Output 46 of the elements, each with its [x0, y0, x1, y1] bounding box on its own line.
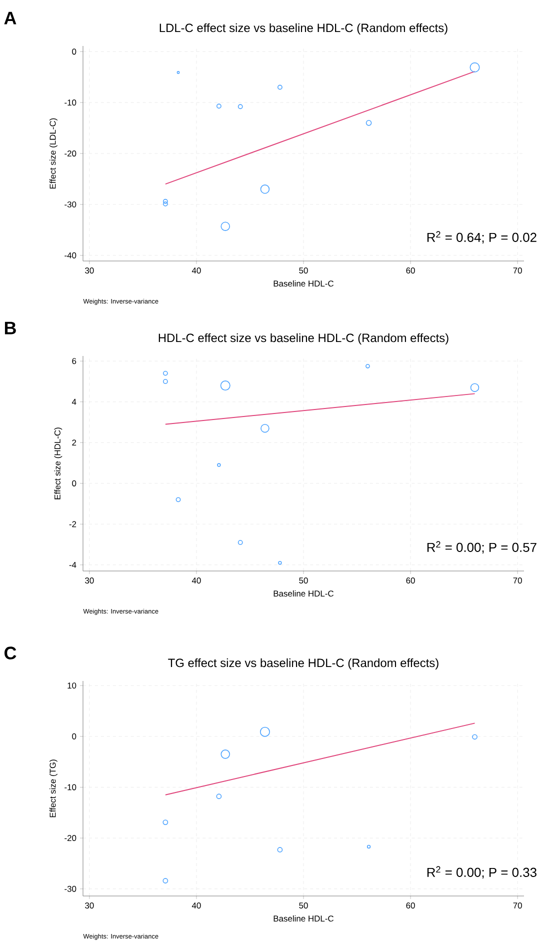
- y-tick-label: -2: [69, 521, 76, 528]
- y-tick-label: -4: [69, 562, 76, 568]
- y-tick-label: -20: [64, 150, 76, 156]
- x-axis-title: Baseline HDL-C: [274, 590, 334, 597]
- y-tick-label: 0: [72, 733, 76, 740]
- y-tick-label: 0: [72, 48, 76, 55]
- x-tick-label: 40: [192, 268, 201, 274]
- y-tick-label: -20: [64, 835, 76, 842]
- x-tick-label: 60: [406, 578, 415, 584]
- x-tick-label: 30: [85, 268, 94, 274]
- x-tick-label: 30: [85, 578, 94, 584]
- x-tick-label: 40: [192, 578, 201, 584]
- y-axis-title: Effect size (HDL-C): [54, 428, 62, 500]
- x-tick-label: 70: [513, 268, 522, 274]
- y-axis-title: Effect size (TG): [50, 760, 58, 818]
- text: C: [4, 646, 16, 660]
- y-tick-label: -10: [64, 784, 76, 790]
- x-tick-label: 30: [85, 902, 94, 908]
- x-tick-label: 60: [406, 268, 415, 274]
- chart-title: TG effect size vs baseline HDL-C (Random effects): [168, 658, 438, 670]
- x-tick-label: 40: [192, 902, 201, 908]
- y-tick-label: 2: [72, 440, 76, 446]
- chart-title: LDL-C effect size vs baseline HDL-C (Random effects): [160, 23, 448, 34]
- chart-title: HDL-C effect size vs baseline HDL-C (Random effects): [158, 333, 448, 344]
- x-tick-label: 50: [299, 902, 308, 908]
- x-tick-label: 70: [513, 578, 522, 584]
- y-tick-label: 0: [72, 480, 76, 486]
- annotation: R$^{2}$ = 0.00; P = 0.57: [427, 541, 536, 554]
- x-tick-label: 50: [299, 268, 308, 274]
- y-tick-label: -30: [64, 201, 76, 208]
- text: A: [4, 12, 16, 24]
- x-tick-label: 50: [299, 578, 308, 584]
- y-tick-label: -10: [64, 100, 76, 106]
- y-tick-label: -40: [64, 252, 76, 258]
- y-axis-title: Effect size (LDL-C): [50, 118, 58, 188]
- x-tick-label: 60: [406, 902, 415, 908]
- annotation: R$^{2}$ = 0.00; P = 0.33: [427, 866, 536, 879]
- x-tick-label: 70: [513, 902, 522, 908]
- y-tick-label: 4: [72, 398, 76, 405]
- y-tick-label: 10: [68, 682, 76, 689]
- y-tick-label: 6: [72, 358, 76, 364]
- x-axis-title: Baseline HDL-C: [274, 915, 334, 922]
- annotation: R$^{2}$ = 0.64; P = 0.02: [427, 231, 536, 244]
- y-tick-label: -30: [64, 886, 76, 892]
- x-axis-title: Baseline HDL-C: [274, 280, 334, 287]
- text: B: [4, 322, 16, 334]
